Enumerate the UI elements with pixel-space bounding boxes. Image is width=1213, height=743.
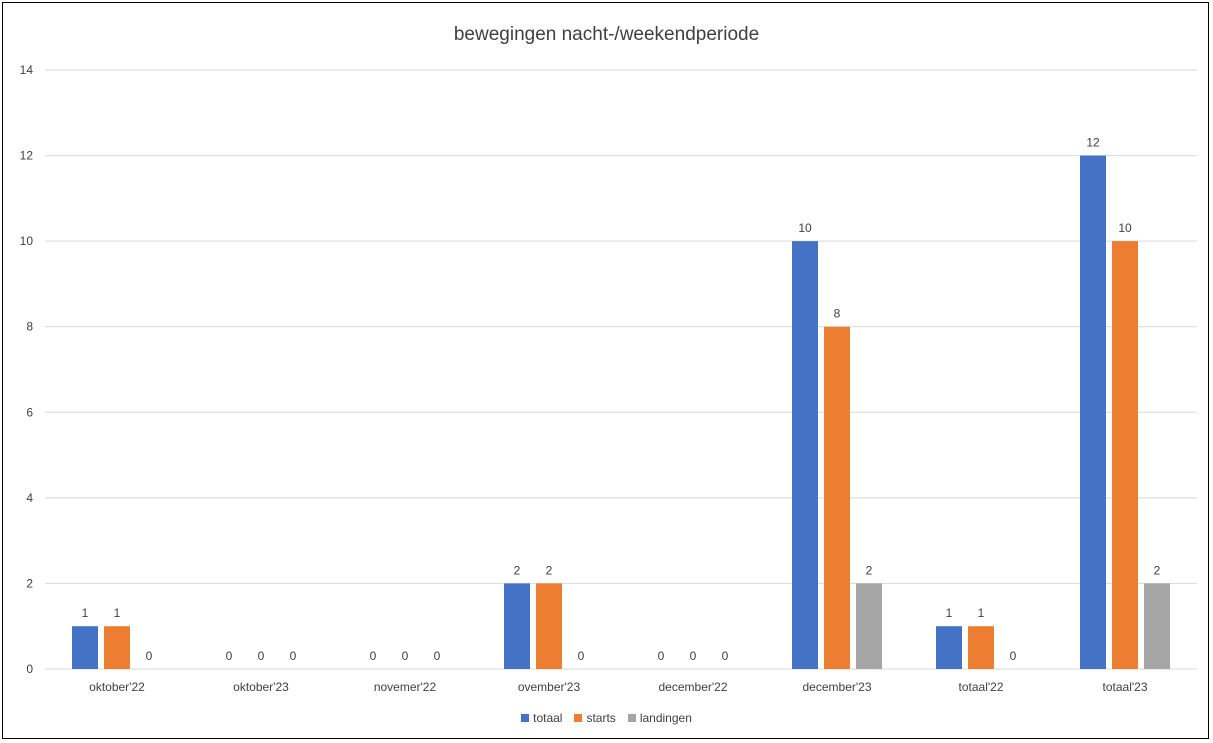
bar-totaal [792,241,818,669]
data-label: 1 [978,606,985,620]
x-tick-label: oktober'23 [233,680,289,694]
x-tick-label: december'23 [803,680,872,694]
bar-totaal [1080,155,1106,670]
bar-starts [968,626,994,669]
x-tick-label: totaal'22 [959,680,1004,694]
data-label: 0 [146,649,153,663]
y-axis-ticks: 0 2 4 6 8 10 12 14 [20,63,34,676]
data-label: 0 [258,649,265,663]
legend-item-totaal: totaal [521,711,562,725]
data-label: 10 [798,221,812,235]
data-label: 1 [946,606,953,620]
bar-totaal [504,583,530,669]
data-label: 0 [290,649,297,663]
legend-item-landingen: landingen [627,711,692,725]
bars [72,155,1170,670]
data-label: 0 [370,649,377,663]
data-label: 0 [434,649,441,663]
bar-starts [824,326,850,669]
legend-item-starts: starts [574,711,616,725]
data-label: 0 [690,649,697,663]
data-label: 12 [1086,136,1100,150]
data-label: 2 [1154,563,1161,577]
x-tick-label: totaal'23 [1103,680,1148,694]
y-tick-label: 2 [26,576,33,590]
data-label: 0 [722,649,729,663]
legend-swatch [627,714,636,722]
data-label: 2 [866,563,873,577]
x-tick-label: december'22 [659,680,728,694]
bar-starts [536,583,562,669]
data-label: 2 [546,563,553,577]
data-label: 0 [578,649,585,663]
data-label: 0 [658,649,665,663]
x-tick-label: oktober'22 [89,680,145,694]
legend-swatch [521,714,530,722]
y-tick-label: 10 [20,234,34,248]
data-label: 0 [226,649,233,663]
data-label: 0 [402,649,409,663]
x-axis-ticks: oktober'22 oktober'23 novemer'22 ovember'23… [89,680,1148,694]
bar-landingen [1144,583,1170,669]
data-label: 2 [514,563,521,577]
bar-totaal [936,626,962,669]
legend-label: totaal [533,711,563,725]
y-tick-label: 6 [26,405,33,419]
data-label: 1 [114,606,121,620]
x-tick-label: novemer'22 [374,680,437,694]
legend-label: starts [586,711,616,725]
data-label: 8 [834,307,841,321]
y-tick-label: 0 [26,662,33,676]
gridlines [45,69,1197,670]
chart-title: bewegingen nacht-/weekendperiode [453,24,760,45]
legend-swatch [574,714,583,722]
y-tick-label: 12 [20,149,34,163]
bar-starts [104,626,130,669]
y-tick-label: 8 [26,320,33,334]
legend: totaal starts landingen [0,711,1213,725]
data-label: 10 [1118,221,1132,235]
x-tick-label: ovember'23 [518,680,581,694]
bar-starts [1112,241,1138,669]
bar-totaal [72,626,98,669]
legend-label: landingen [639,711,692,725]
bar-landingen [856,583,882,669]
data-label: 0 [1010,649,1017,663]
data-label: 1 [82,606,89,620]
y-tick-label: 14 [20,63,34,77]
y-tick-label: 4 [26,491,33,505]
